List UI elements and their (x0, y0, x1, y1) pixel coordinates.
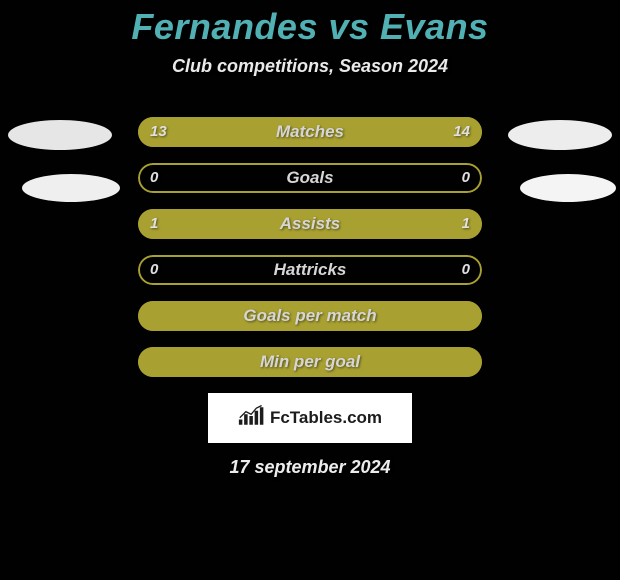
stat-label: Matches (138, 117, 482, 147)
bar-chart-icon (238, 405, 266, 432)
stat-row: Min per goal (138, 347, 482, 377)
date-text: 17 september 2024 (0, 457, 620, 478)
stat-label: Hattricks (138, 255, 482, 285)
page-subtitle: Club competitions, Season 2024 (0, 56, 620, 77)
stat-label: Min per goal (138, 347, 482, 377)
left-team-badge-2 (22, 174, 120, 202)
stat-label: Goals per match (138, 301, 482, 331)
stat-row: 00Hattricks (138, 255, 482, 285)
comparison-card: Fernandes vs Evans Club competitions, Se… (0, 0, 620, 580)
left-team-badge-1 (8, 120, 112, 150)
stat-row: 1314Matches (138, 117, 482, 147)
brand-text: FcTables.com (270, 408, 382, 428)
stat-row: Goals per match (138, 301, 482, 331)
right-team-badge-2 (520, 174, 616, 202)
right-team-badge-1 (508, 120, 612, 150)
stat-row: 00Goals (138, 163, 482, 193)
brand-badge: FcTables.com (208, 393, 412, 443)
page-title: Fernandes vs Evans (0, 6, 620, 48)
stat-label: Assists (138, 209, 482, 239)
stat-row: 11Assists (138, 209, 482, 239)
stats-table: 1314Matches 00Goals 11Assists 00Hattricks Go… (138, 117, 482, 377)
stat-label: Goals (138, 163, 482, 193)
